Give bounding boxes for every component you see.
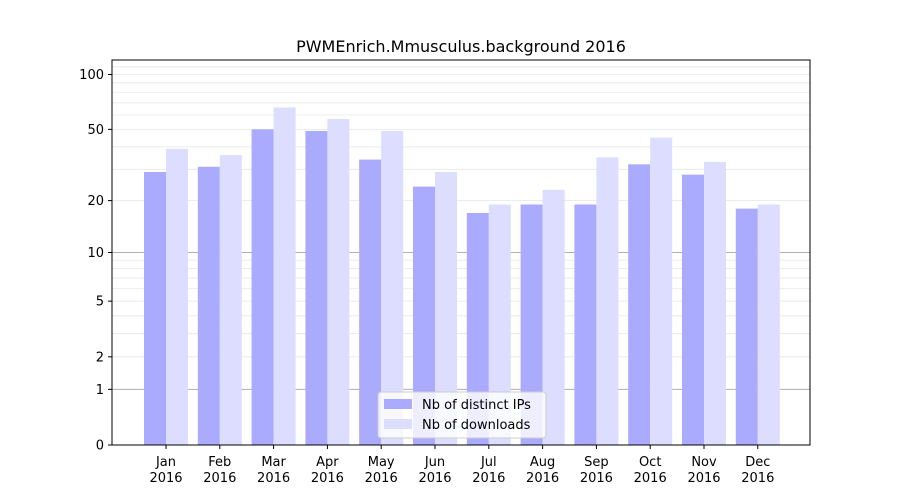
bar: [381, 130, 404, 445]
bar: [520, 204, 543, 445]
y-tick-label: 20: [87, 194, 104, 209]
x-tick-label: Apr 2016: [311, 455, 344, 486]
bar: [704, 161, 726, 445]
bar: [305, 130, 328, 445]
x-tick-label: Jul 2016: [472, 455, 505, 486]
legend-box: [377, 391, 547, 439]
bar: [435, 171, 457, 445]
bar: [251, 129, 274, 445]
y-tick-label: 100: [79, 68, 104, 83]
bar: [596, 157, 619, 445]
x-tick-label: Dec 2016: [741, 455, 774, 486]
bar: [488, 204, 511, 445]
chart-title: PWMEnrich.Mmusculus.background 2016: [296, 37, 626, 56]
y-tick-label: 5: [96, 295, 104, 310]
bar: [219, 155, 242, 446]
bar: [273, 107, 296, 446]
legend-swatch: [384, 399, 412, 409]
x-tick-label: Jan 2016: [149, 455, 182, 486]
bar: [166, 148, 188, 445]
bar: [327, 119, 350, 445]
x-tick-label: Sep 2016: [580, 455, 613, 486]
bar: [413, 186, 435, 445]
x-tick-label: Oct 2016: [634, 455, 667, 486]
legend: Nb of distinct IPs Nb of downloads: [377, 391, 547, 439]
bar: [650, 137, 673, 445]
bar: [144, 171, 166, 445]
legend-label: Nb of downloads: [422, 418, 531, 433]
x-axis: Jan 2016 Feb 2016 Mar 2016 Apr 2016 May 2016 Jun 20…: [149, 445, 774, 486]
bar: [628, 164, 651, 445]
bar: [757, 204, 780, 445]
x-tick-label: Jun 2016: [418, 455, 451, 486]
y-tick-label: 50: [87, 123, 104, 138]
x-tick-label: May 2016: [365, 455, 398, 486]
x-tick-label: Nov 2016: [687, 455, 720, 486]
x-tick-label: Aug 2016: [526, 455, 559, 486]
bar: [197, 166, 220, 446]
y-axis: 0 1 2 5 10 20 50 100: [79, 68, 112, 454]
y-tick-label: 0: [96, 439, 104, 454]
legend-swatch: [384, 419, 412, 429]
y-tick-label: 10: [87, 246, 104, 261]
bar: [359, 159, 382, 445]
bar: [735, 208, 758, 445]
bars: [144, 107, 780, 446]
bar: [542, 189, 565, 445]
legend-label: Nb of distinct IPs: [422, 398, 531, 413]
bar: [574, 204, 597, 445]
bar: [466, 212, 489, 445]
y-tick-label: 2: [96, 350, 104, 365]
x-tick-label: Feb 2016: [203, 455, 236, 486]
bar: [682, 174, 704, 446]
x-tick-label: Mar 2016: [257, 455, 290, 486]
y-tick-label: 1: [96, 383, 104, 398]
